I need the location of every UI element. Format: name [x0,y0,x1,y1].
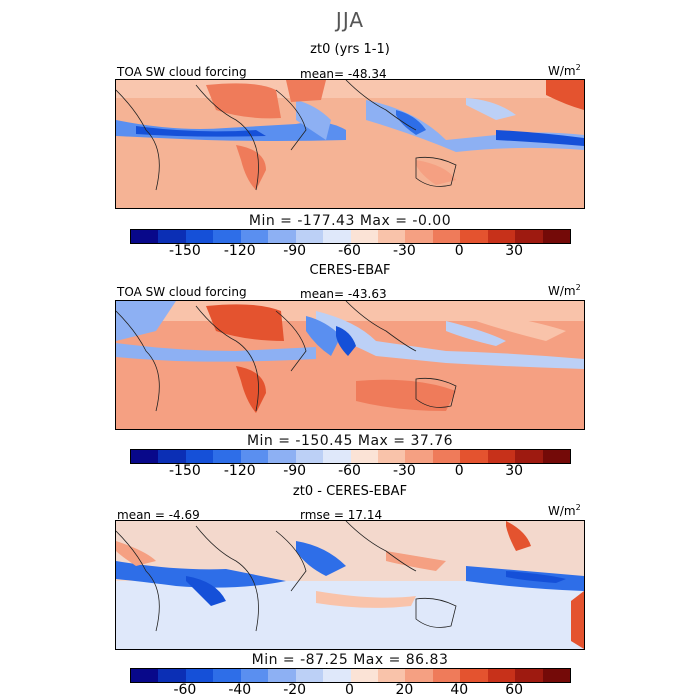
colorbar-swatch [240,669,269,682]
colorbar-tick-label: -60 [173,682,197,698]
colorbar-tick-label: -60 [338,463,361,479]
colorbar-swatch [323,230,351,243]
colorbar-swatch [432,450,461,463]
colorbar-tick-label: 20 [395,682,414,698]
panel2-minmax: Min = -150.45 Max = 37.76 [246,433,454,449]
panel3-map [115,520,585,650]
panel2-units: W/m2 [548,283,581,298]
colorbar-swatch [323,669,351,682]
colorbar-tick-label: -40 [228,682,252,698]
panel1-title: zt0 (yrs 1-1) [310,42,390,57]
colorbar-swatch [158,450,186,463]
colorbar-swatch [185,230,214,243]
panel2-map [115,300,585,430]
panel3-title: zt0 - CERES-EBAF [292,484,408,499]
colorbar-swatch [515,669,543,682]
colorbar-swatch [350,230,378,243]
panel1-map [115,79,585,209]
colorbar-swatch [405,230,433,243]
colorbar-swatch [268,230,296,243]
colorbar-tick-label: -90 [283,463,307,479]
colorbar-swatch [295,450,324,463]
colorbar-tick-label: -20 [283,682,307,698]
panel3-rmse: rmse = 17.14 [300,508,383,522]
colorbar-tick-label: -120 [223,463,256,479]
colorbar-swatch [405,669,433,682]
colorbar-tick-label: 0 [454,243,464,259]
colorbar-swatch [295,230,324,243]
colorbar-tick-label: 0 [345,682,354,698]
colorbar-tick-label: 30 [505,243,524,259]
season-title: JJA [335,8,365,32]
colorbar-swatch [131,669,159,682]
colorbar-tick-label: -90 [283,243,307,259]
panel3-minmax: Min = -87.25 Max = 86.83 [251,652,449,668]
colorbar-swatch [240,230,269,243]
colorbar-swatch [487,450,516,463]
colorbar-swatch [350,669,378,682]
colorbar-swatch [432,230,461,243]
colorbar-tick-label: 40 [450,682,469,698]
colorbar-swatch [213,669,241,682]
colorbar-swatch [515,230,543,243]
colorbar-swatch [185,450,214,463]
colorbar-swatch [131,230,159,243]
colorbar-tick-label: -60 [338,243,361,259]
colorbar-swatch [460,230,488,243]
colorbar-swatch [460,450,488,463]
colorbar-swatch [158,669,186,682]
colorbar-swatch [460,669,488,682]
panel1-variable-label: TOA SW cloud forcing [117,65,247,79]
colorbar-tick-label: -150 [168,463,201,479]
colorbar-swatch [487,669,516,682]
colorbar-swatch [377,450,406,463]
panel2-mean: mean= -43.63 [300,287,387,301]
colorbar-tick-label: 0 [454,463,464,479]
colorbar-swatch [240,450,269,463]
colorbar-swatch [432,669,461,682]
panel3-units: W/m2 [548,503,581,518]
panel3-colorbar [130,668,571,683]
colorbar-swatch [377,230,406,243]
panel1-units: W/m2 [548,63,581,78]
colorbar-tick-label: -120 [223,243,256,259]
colorbar-swatch [158,230,186,243]
colorbar-swatch [268,450,296,463]
colorbar-swatch [377,669,406,682]
colorbar-swatch [295,669,324,682]
colorbar-tick-label: -30 [392,243,416,259]
colorbar-swatch [405,450,433,463]
colorbar-swatch [350,450,378,463]
panel1-colorbar [130,229,571,244]
colorbar-tick-label: 30 [505,463,524,479]
panel1-mean: mean= -48.34 [300,67,387,81]
colorbar-swatch [542,230,570,243]
panel2-variable-label: TOA SW cloud forcing [117,285,247,299]
panel2-title: CERES-EBAF [309,263,391,278]
colorbar-swatch [542,450,570,463]
colorbar-swatch [185,669,214,682]
colorbar-swatch [323,450,351,463]
colorbar-tick-label: 60 [505,682,524,698]
colorbar-tick-label: -150 [168,243,201,259]
panel1-minmax: Min = -177.43 Max = -0.00 [248,213,452,229]
colorbar-swatch [131,450,159,463]
panel3-mean: mean = -4.69 [117,508,200,522]
colorbar-swatch [213,450,241,463]
colorbar-swatch [213,230,241,243]
colorbar-swatch [542,669,570,682]
colorbar-swatch [515,450,543,463]
panel2-colorbar [130,449,571,464]
colorbar-tick-label: -30 [392,463,416,479]
colorbar-swatch [487,230,516,243]
colorbar-swatch [268,669,296,682]
